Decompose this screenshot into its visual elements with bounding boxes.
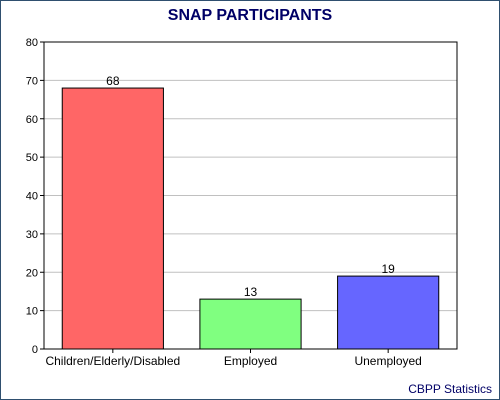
y-tick-label: 70 [26,75,38,87]
x-tick-label: Unemployed [354,354,421,368]
y-tick-label: 50 [26,152,38,164]
data-label: 19 [381,262,395,276]
data-label: 68 [106,74,120,88]
y-tick-label: 0 [32,344,38,356]
x-tick-label: Employed [224,354,277,368]
plot-border [43,41,458,350]
y-tick-label: 20 [26,267,38,279]
bar-children-elderly-disabled [61,87,164,350]
data-label: 13 [244,285,258,299]
y-tick-label: 80 [26,37,38,49]
y-tick-label: 30 [26,229,38,241]
y-tick-label: 40 [26,191,38,203]
bar-unemployed [337,275,440,350]
y-tick-label: 60 [26,114,38,126]
source-credit: CBPP Statistics [408,382,492,396]
x-tick-label: Children/Elderly/Disabled [45,354,180,368]
bar-employed [199,298,302,350]
y-tick-label: 10 [26,306,38,318]
chart-title: SNAP PARTICIPANTS [167,7,333,24]
